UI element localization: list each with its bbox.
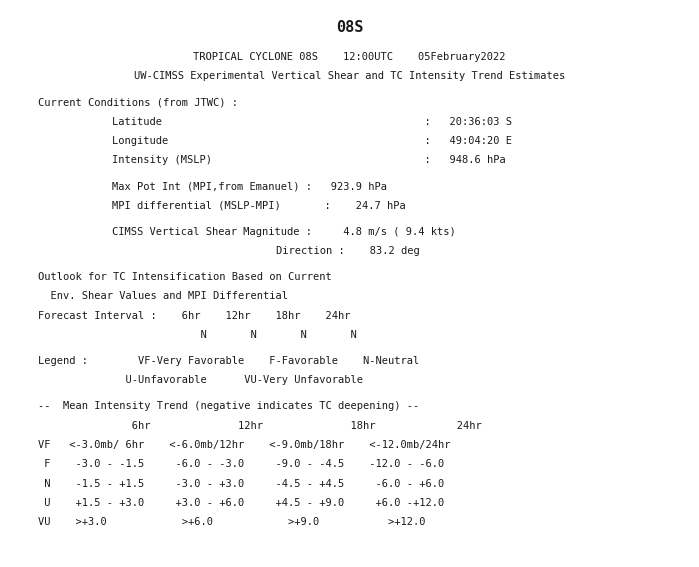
Text: U-Unfavorable      VU-Very Unfavorable: U-Unfavorable VU-Very Unfavorable [38,375,363,386]
Text: Legend :        VF-Very Favorable    F-Favorable    N-Neutral: Legend : VF-Very Favorable F-Favorable N… [38,356,419,366]
Text: N       N       N       N: N N N N [38,330,357,340]
Text: --  Mean Intensity Trend (negative indicates TC deepening) --: -- Mean Intensity Trend (negative indica… [38,401,419,412]
Text: Env. Shear Values and MPI Differential: Env. Shear Values and MPI Differential [38,291,289,302]
Text: 08S: 08S [336,20,363,35]
Text: Direction :    83.2 deg: Direction : 83.2 deg [276,246,420,256]
Text: N    -1.5 - +1.5     -3.0 - +3.0     -4.5 - +4.5     -6.0 - +6.0: N -1.5 - +1.5 -3.0 - +3.0 -4.5 - +4.5 -6… [38,479,445,489]
Text: U    +1.5 - +3.0     +3.0 - +6.0     +4.5 - +9.0     +6.0 -+12.0: U +1.5 - +3.0 +3.0 - +6.0 +4.5 - +9.0 +6… [38,498,445,508]
Text: Max Pot Int (MPI,from Emanuel) :   923.9 hPa: Max Pot Int (MPI,from Emanuel) : 923.9 h… [112,181,387,192]
Text: Forecast Interval :    6hr    12hr    18hr    24hr: Forecast Interval : 6hr 12hr 18hr 24hr [38,311,351,321]
Text: TROPICAL CYCLONE 08S    12:00UTC    05February2022: TROPICAL CYCLONE 08S 12:00UTC 05February… [193,52,506,62]
Text: Outlook for TC Intensification Based on Current: Outlook for TC Intensification Based on … [38,272,332,282]
Text: UW-CIMSS Experimental Vertical Shear and TC Intensity Trend Estimates: UW-CIMSS Experimental Vertical Shear and… [134,71,565,82]
Text: MPI differential (MSLP-MPI)       :    24.7 hPa: MPI differential (MSLP-MPI) : 24.7 hPa [112,201,405,211]
Text: Latitude                                          :   20:36:03 S: Latitude : 20:36:03 S [112,117,512,127]
Text: 6hr              12hr              18hr             24hr: 6hr 12hr 18hr 24hr [38,421,482,431]
Text: Intensity (MSLP)                                  :   948.6 hPa: Intensity (MSLP) : 948.6 hPa [112,155,505,166]
Text: Longitude                                         :   49:04:20 E: Longitude : 49:04:20 E [112,136,512,146]
Text: Current Conditions (from JTWC) :: Current Conditions (from JTWC) : [38,98,238,108]
Text: CIMSS Vertical Shear Magnitude :     4.8 m/s ( 9.4 kts): CIMSS Vertical Shear Magnitude : 4.8 m/s… [112,227,456,237]
Text: F    -3.0 - -1.5     -6.0 - -3.0     -9.0 - -4.5    -12.0 - -6.0: F -3.0 - -1.5 -6.0 - -3.0 -9.0 - -4.5 -1… [38,459,445,469]
Text: VF   <-3.0mb/ 6hr    <-6.0mb/12hr    <-9.0mb/18hr    <-12.0mb/24hr: VF <-3.0mb/ 6hr <-6.0mb/12hr <-9.0mb/18h… [38,440,451,450]
Text: VU    >+3.0            >+6.0            >+9.0           >+12.0: VU >+3.0 >+6.0 >+9.0 >+12.0 [38,517,426,527]
